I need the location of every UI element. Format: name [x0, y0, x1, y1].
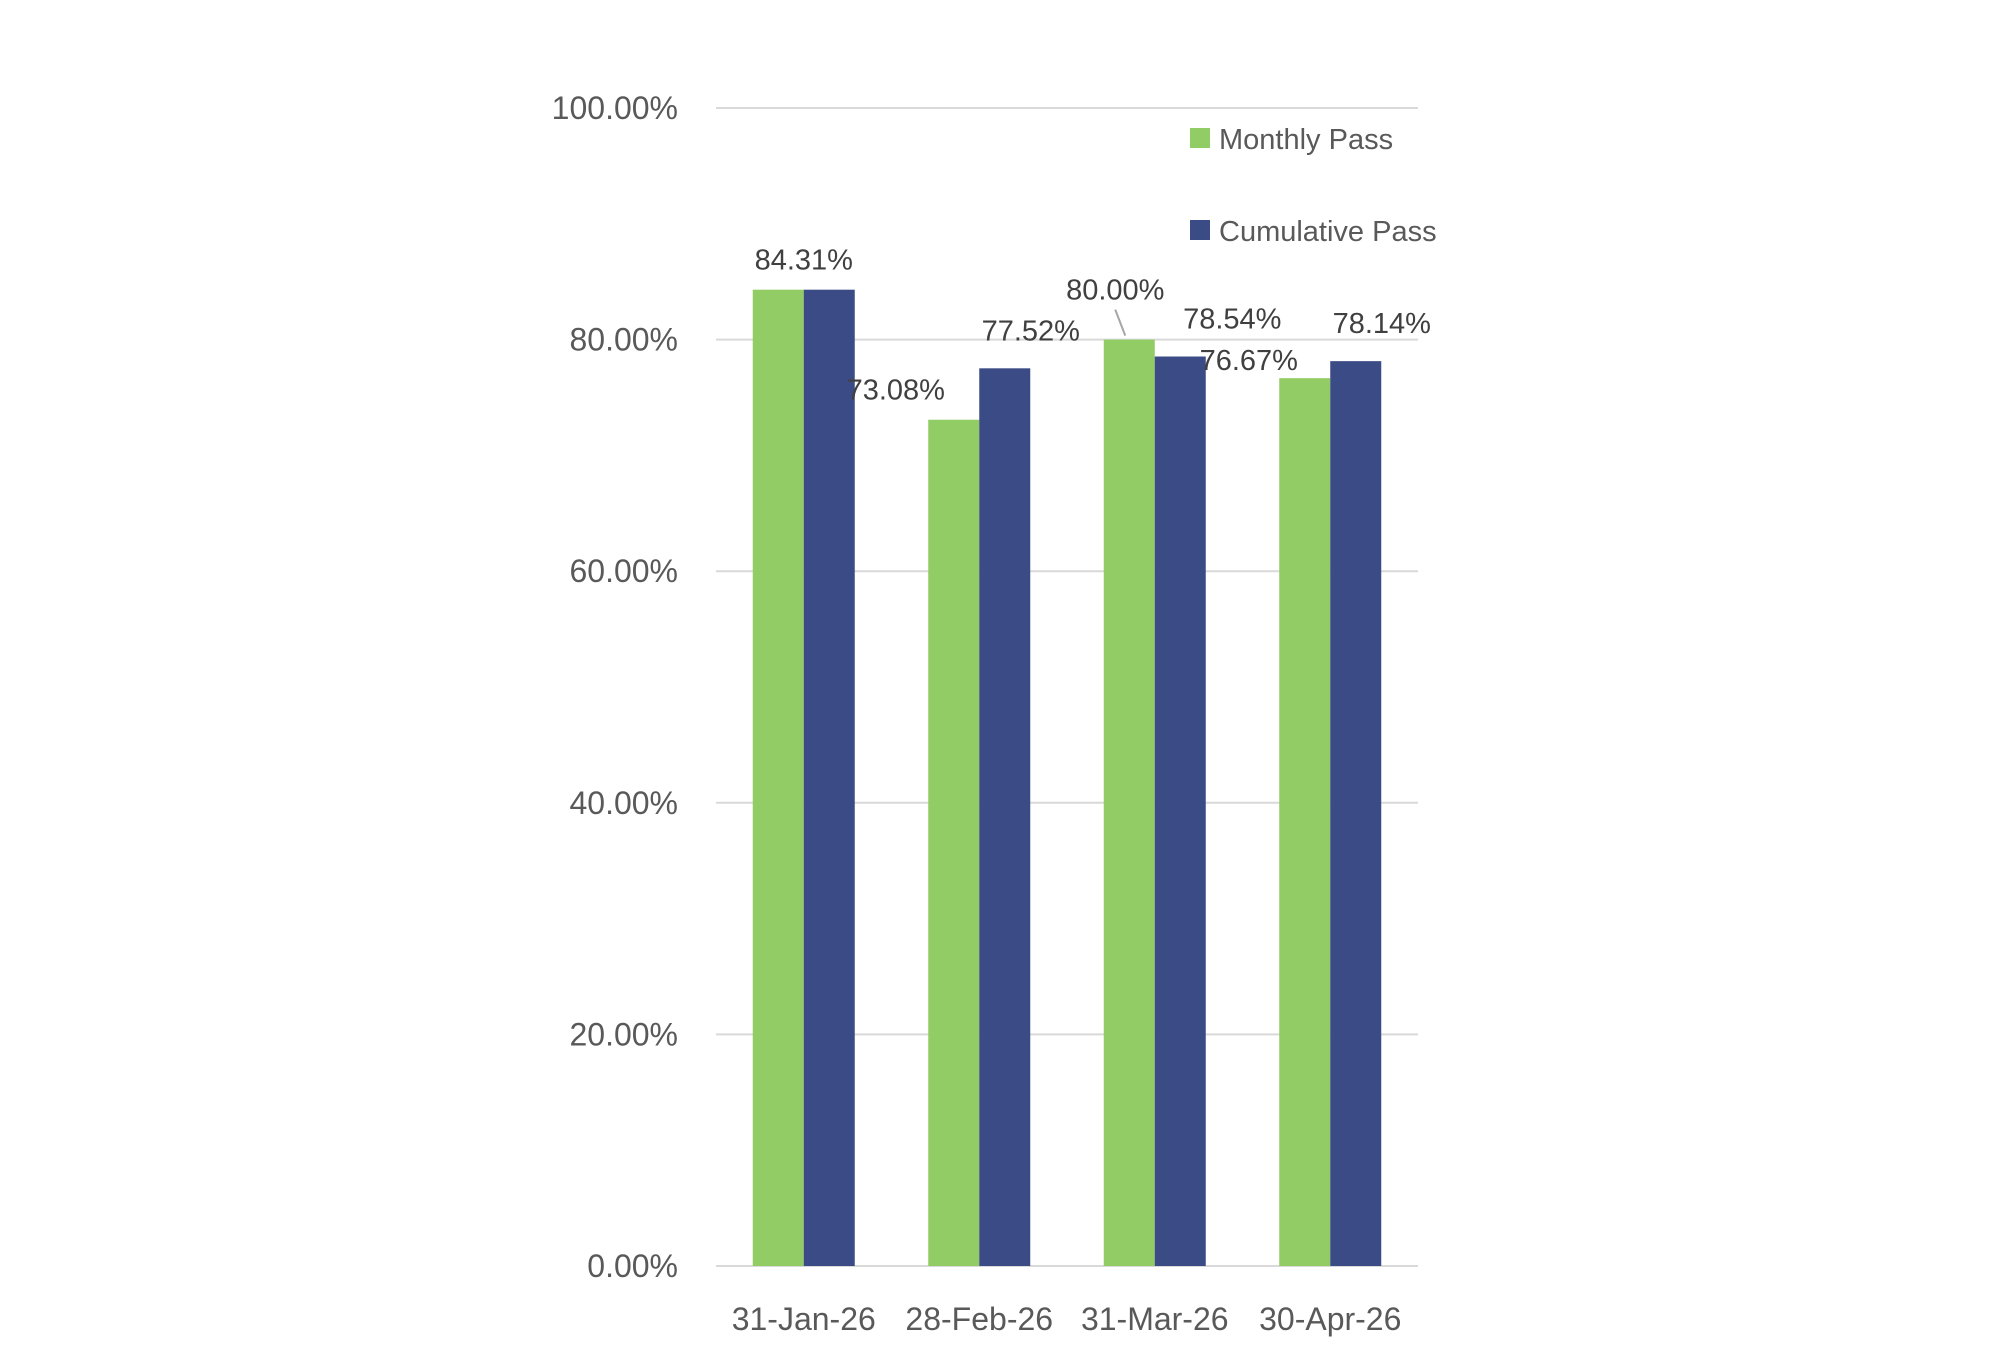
bars [752, 289, 1382, 1267]
x-tick-label: 31-Mar-26 [1081, 1301, 1229, 1337]
data-label: 78.14% [1333, 308, 1431, 340]
y-tick-label: 0.00% [587, 1248, 678, 1284]
leader-line [1114, 309, 1127, 336]
data-label: 77.52% [982, 315, 1080, 347]
x-tick-label: 31-Jan-26 [732, 1301, 876, 1337]
data-label: 78.54% [1183, 304, 1281, 336]
legend-swatch [1190, 128, 1210, 148]
data-label: 84.31% [755, 245, 853, 277]
legend: Monthly Pass Cumulative Pass [1190, 124, 1437, 248]
data-labels: 84.31% 73.08% 80.00% 76.67% 77.52% 78.54% 78.1… [755, 245, 1431, 407]
y-tick-label: 40.00% [569, 785, 678, 821]
bar-cumulative-pass [1154, 356, 1206, 1266]
x-tick-label: 30-Apr-26 [1259, 1301, 1401, 1337]
data-label: 80.00% [1066, 275, 1164, 307]
x-tick-label: 28-Feb-26 [905, 1301, 1053, 1337]
legend-label: Monthly Pass [1219, 124, 1393, 156]
bar-cumulative-pass [803, 289, 855, 1266]
legend-swatch [1190, 220, 1210, 240]
y-axis-ticks: 0.00% 20.00% 40.00% 60.00% 80.00% 100.00% [552, 90, 678, 1284]
bar-monthly-pass [1279, 378, 1331, 1267]
bar-cumulative-pass [1330, 361, 1382, 1266]
y-tick-label: 60.00% [569, 553, 678, 589]
bar-monthly-pass [1103, 339, 1155, 1267]
x-axis-ticks: 31-Jan-26 28-Feb-26 31-Mar-26 30-Apr-26 [732, 1301, 1402, 1337]
y-tick-label: 100.00% [552, 90, 678, 126]
bar-monthly-pass [752, 289, 804, 1266]
bar-cumulative-pass [979, 368, 1031, 1267]
data-label: 73.08% [847, 375, 945, 407]
legend-label: Cumulative Pass [1219, 216, 1437, 248]
bar-monthly-pass [928, 419, 980, 1266]
data-label: 76.67% [1200, 345, 1298, 377]
y-tick-label: 80.00% [569, 322, 678, 358]
y-tick-label: 20.00% [569, 1016, 678, 1052]
